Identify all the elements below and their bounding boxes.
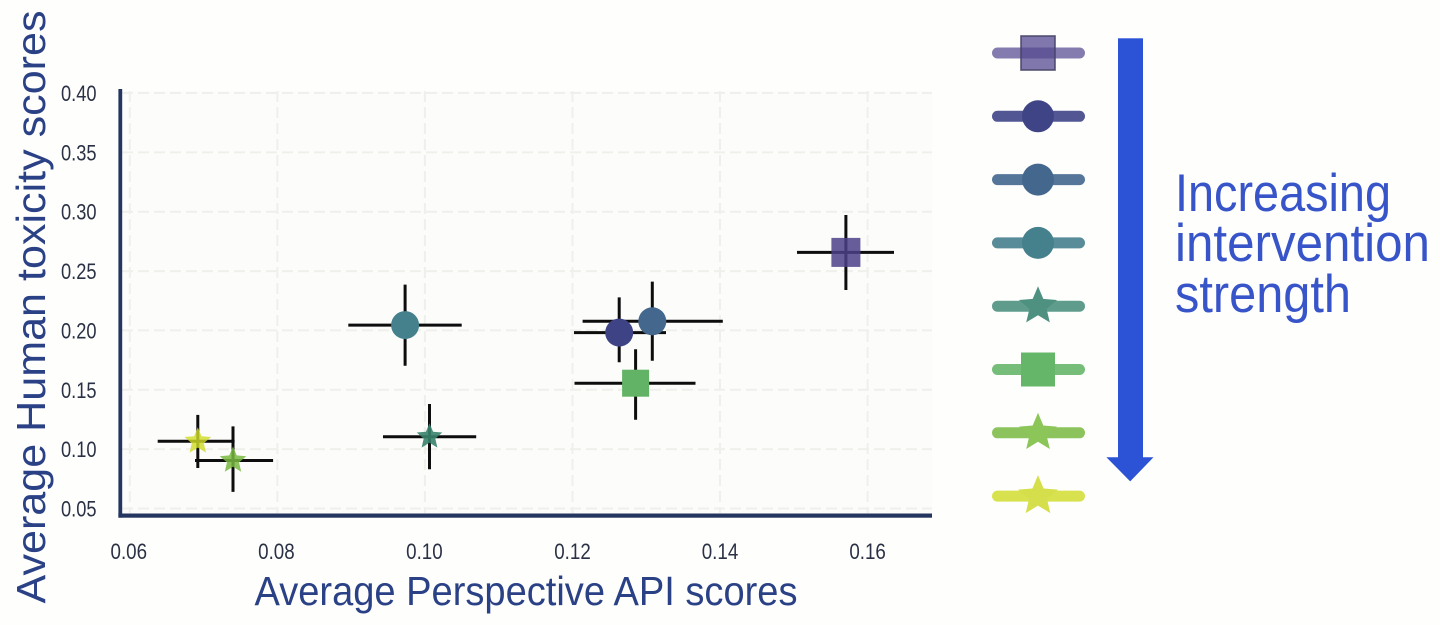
svg-text:strength: strength <box>1175 265 1351 324</box>
svg-text:0.25: 0.25 <box>61 259 97 284</box>
svg-text:Average Perspective API scores: Average Perspective API scores <box>255 568 798 614</box>
svg-text:Increasing: Increasing <box>1175 164 1391 223</box>
svg-text:Average Human toxicity scores: Average Human toxicity scores <box>8 11 54 604</box>
svg-text:intervention: intervention <box>1175 214 1430 273</box>
svg-text:0.08: 0.08 <box>258 539 295 564</box>
svg-text:0.35: 0.35 <box>61 140 97 165</box>
svg-text:0.10: 0.10 <box>61 437 97 462</box>
svg-text:0.15: 0.15 <box>61 378 97 403</box>
svg-text:0.12: 0.12 <box>554 539 591 564</box>
svg-text:0.14: 0.14 <box>702 539 739 564</box>
svg-text:0.05: 0.05 <box>61 497 97 522</box>
svg-text:0.06: 0.06 <box>111 539 148 564</box>
svg-text:0.20: 0.20 <box>61 318 97 343</box>
svg-text:0.10: 0.10 <box>406 539 443 564</box>
svg-text:0.40: 0.40 <box>61 81 97 106</box>
svg-text:0.16: 0.16 <box>849 539 886 564</box>
svg-text:0.30: 0.30 <box>61 200 97 225</box>
